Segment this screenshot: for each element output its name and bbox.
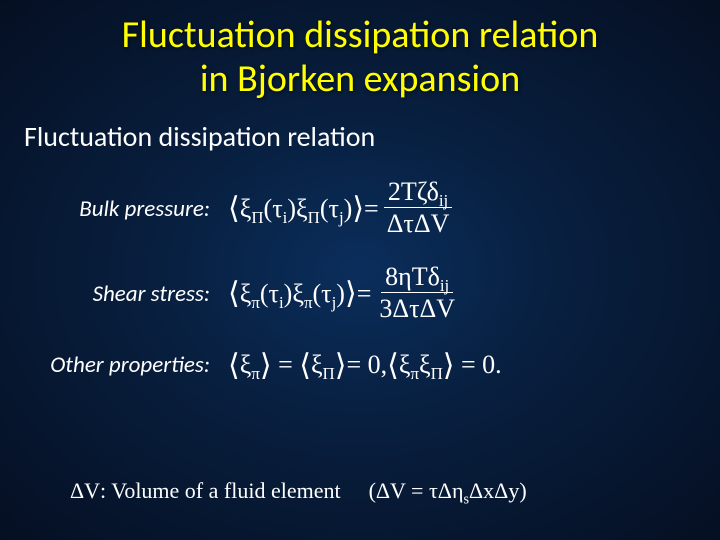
bulk-pressure-label: Bulk pressure:: [40, 195, 228, 223]
title-line-2: in Bjorken expansion: [200, 56, 520, 102]
footnote: ΔV : Volume of a fluid element (ΔV = τΔη…: [70, 478, 680, 504]
footnote-paren: (ΔV = τΔηsΔxΔy): [369, 478, 527, 504]
eq-text: ξπξΠ: [399, 350, 443, 380]
angle-bracket-left-icon: ⟨: [387, 348, 399, 383]
eq-text: ξΠ: [311, 350, 335, 380]
eq-text: ξΠ(τi)ξΠ(τj): [240, 194, 353, 224]
shear-stress-label: Shear stress:: [40, 280, 228, 308]
bulk-numerator: 2Tζδij: [384, 178, 452, 208]
angle-bracket-left-icon: ⟨: [228, 276, 240, 311]
footnote-desc: : Volume of a fluid element: [100, 478, 341, 504]
angle-bracket-left-icon: ⟨: [228, 191, 240, 226]
angle-bracket-right-icon: ⟩: [335, 348, 347, 383]
eq-text: = 0,: [346, 350, 387, 380]
bulk-pressure-equation: ⟨ ξΠ(τi)ξΠ(τj) ⟩ = 2Tζδij ΔτΔV: [228, 178, 457, 239]
angle-bracket-right-icon: ⟩: [260, 348, 272, 383]
angle-bracket-right-icon: ⟩: [443, 348, 455, 383]
bulk-pressure-row: Bulk pressure: ⟨ ξΠ(τi)ξΠ(τj) ⟩ = 2Tζδij…: [0, 178, 720, 239]
eq-text: = 0.: [461, 350, 502, 380]
shear-numerator: 8ηTδij: [381, 263, 453, 293]
equals-sign: =: [364, 194, 379, 224]
other-properties-label: Other properties:: [40, 351, 228, 379]
section-subtitle: Fluctuation dissipation relation: [0, 101, 720, 154]
footnote-dv: ΔV: [70, 478, 100, 504]
equals-sign: =: [357, 279, 372, 309]
title-line-1: Fluctuation dissipation relation: [122, 12, 599, 58]
other-properties-equation: ⟨ ξπ ⟩ = ⟨ ξΠ ⟩ = 0, ⟨ ξπξΠ ⟩ = 0.: [228, 348, 502, 383]
angle-bracket-left-icon: ⟨: [228, 348, 240, 383]
slide-title: Fluctuation dissipation relation in Bjor…: [0, 0, 720, 101]
angle-bracket-right-icon: ⟩: [345, 276, 357, 311]
other-properties-row: Other properties: ⟨ ξπ ⟩ = ⟨ ξΠ ⟩ = 0, ⟨…: [0, 348, 720, 383]
eq-text: ξπ: [240, 350, 260, 380]
eq-text: ξπ(τi)ξπ(τj): [240, 279, 345, 309]
shear-stress-row: Shear stress: ⟨ ξπ(τi)ξπ(τj) ⟩ = 8ηTδij …: [0, 263, 720, 324]
bulk-denominator: ΔτΔV: [383, 208, 454, 239]
angle-bracket-left-icon: ⟨: [299, 348, 311, 383]
shear-denominator: 3ΔτΔV: [375, 293, 459, 324]
bulk-fraction: 2Tζδij ΔτΔV: [383, 178, 454, 239]
shear-fraction: 8ηTδij 3ΔτΔV: [375, 263, 459, 324]
eq-text: =: [272, 350, 300, 380]
angle-bracket-right-icon: ⟩: [352, 191, 364, 226]
shear-stress-equation: ⟨ ξπ(τi)ξπ(τj) ⟩ = 8ηTδij 3ΔτΔV: [228, 263, 463, 324]
